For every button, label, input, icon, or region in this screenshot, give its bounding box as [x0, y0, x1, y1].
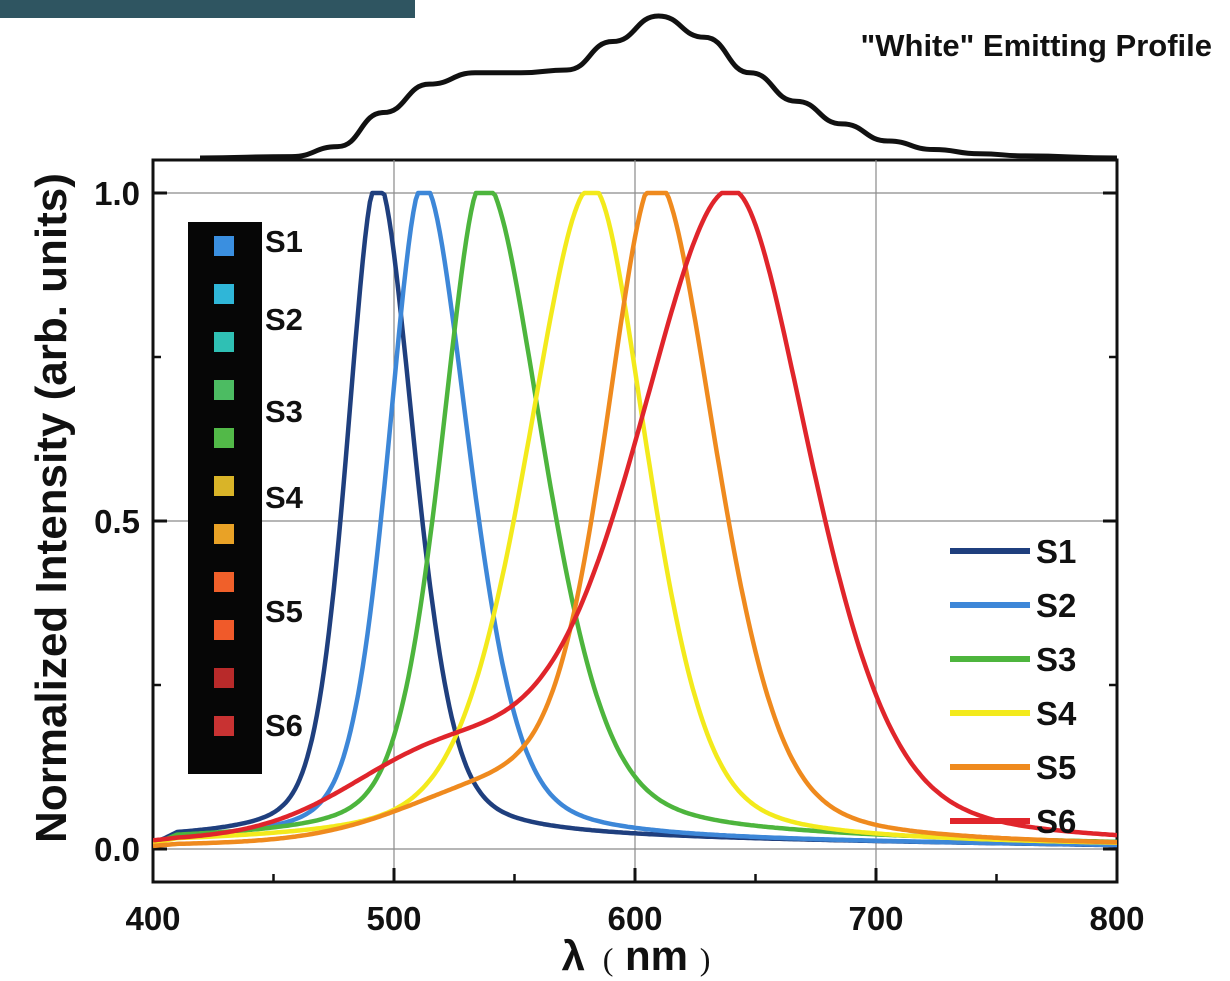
- y-tick-label: 0.0: [94, 831, 140, 868]
- x-tick-label: 800: [1089, 900, 1144, 937]
- inset-swatch: [214, 620, 234, 640]
- series-line-s4: [153, 190, 1117, 845]
- x-axis-paren-close: ): [700, 941, 711, 977]
- inset-label-s1: S1: [265, 224, 303, 259]
- x-axis-paren-open: (: [603, 941, 614, 977]
- x-tick-label: 500: [366, 900, 421, 937]
- legend-label-s1: S1: [1036, 533, 1076, 570]
- inset-swatch: [214, 572, 234, 592]
- series-line-s6: [153, 190, 1117, 843]
- inset-swatch: [214, 668, 234, 688]
- inset-swatch: [214, 524, 234, 544]
- series-line-s5: [153, 190, 1117, 849]
- inset-swatch: [214, 428, 234, 448]
- x-tick-labels: 400 500 600 700 800: [125, 900, 1144, 937]
- y-axis-label: Normalized Intensity (arb. units): [27, 173, 76, 843]
- legend: S1 S2 S3 S4 S5 S6: [950, 533, 1077, 840]
- inset-background: [188, 222, 262, 774]
- y-tick-labels: 0.0 0.5 1.0: [94, 175, 140, 868]
- x-axis-label: λ ( nm ): [562, 932, 711, 979]
- inset-label-s5: S5: [265, 594, 303, 629]
- legend-label-s4: S4: [1036, 695, 1077, 732]
- series-line-s2: [153, 190, 1117, 848]
- x-tick-label: 700: [848, 900, 903, 937]
- white-profile-curve: [199, 13, 1118, 161]
- inset-label-s6: S6: [265, 708, 303, 743]
- inset-label-s4: S4: [265, 480, 304, 515]
- inset-swatch: [214, 236, 234, 256]
- tick-marks: [151, 191, 1119, 882]
- inset-label-s2: S2: [265, 302, 303, 337]
- inset-swatch: [214, 284, 234, 304]
- y-tick-label: 1.0: [94, 175, 140, 212]
- x-axis-symbol: λ: [562, 932, 585, 979]
- white-profile-title: "White" Emitting Profile: [861, 28, 1212, 63]
- legend-label-s2: S2: [1036, 587, 1076, 624]
- inset-swatch: [214, 716, 234, 736]
- x-tick-label: 400: [125, 900, 180, 937]
- inset-swatch: [214, 380, 234, 400]
- sample-photo-inset: S1 S2 S3 S4 S5 S6: [188, 222, 304, 774]
- legend-label-s3: S3: [1036, 641, 1076, 678]
- grid-lines: [153, 160, 1117, 882]
- inset-swatch: [214, 332, 234, 352]
- inset-label-s3: S3: [265, 394, 303, 429]
- series-curves: [153, 190, 1117, 849]
- legend-label-s5: S5: [1036, 749, 1076, 786]
- white-profile-panel: "White" Emitting Profile: [199, 13, 1212, 161]
- y-tick-label: 0.5: [94, 503, 140, 540]
- inset-swatch: [214, 476, 234, 496]
- x-axis-unit: nm: [625, 932, 688, 979]
- legend-label-s6: S6: [1036, 803, 1076, 840]
- header-bar: [0, 0, 415, 18]
- x-tick-label: 600: [607, 900, 662, 937]
